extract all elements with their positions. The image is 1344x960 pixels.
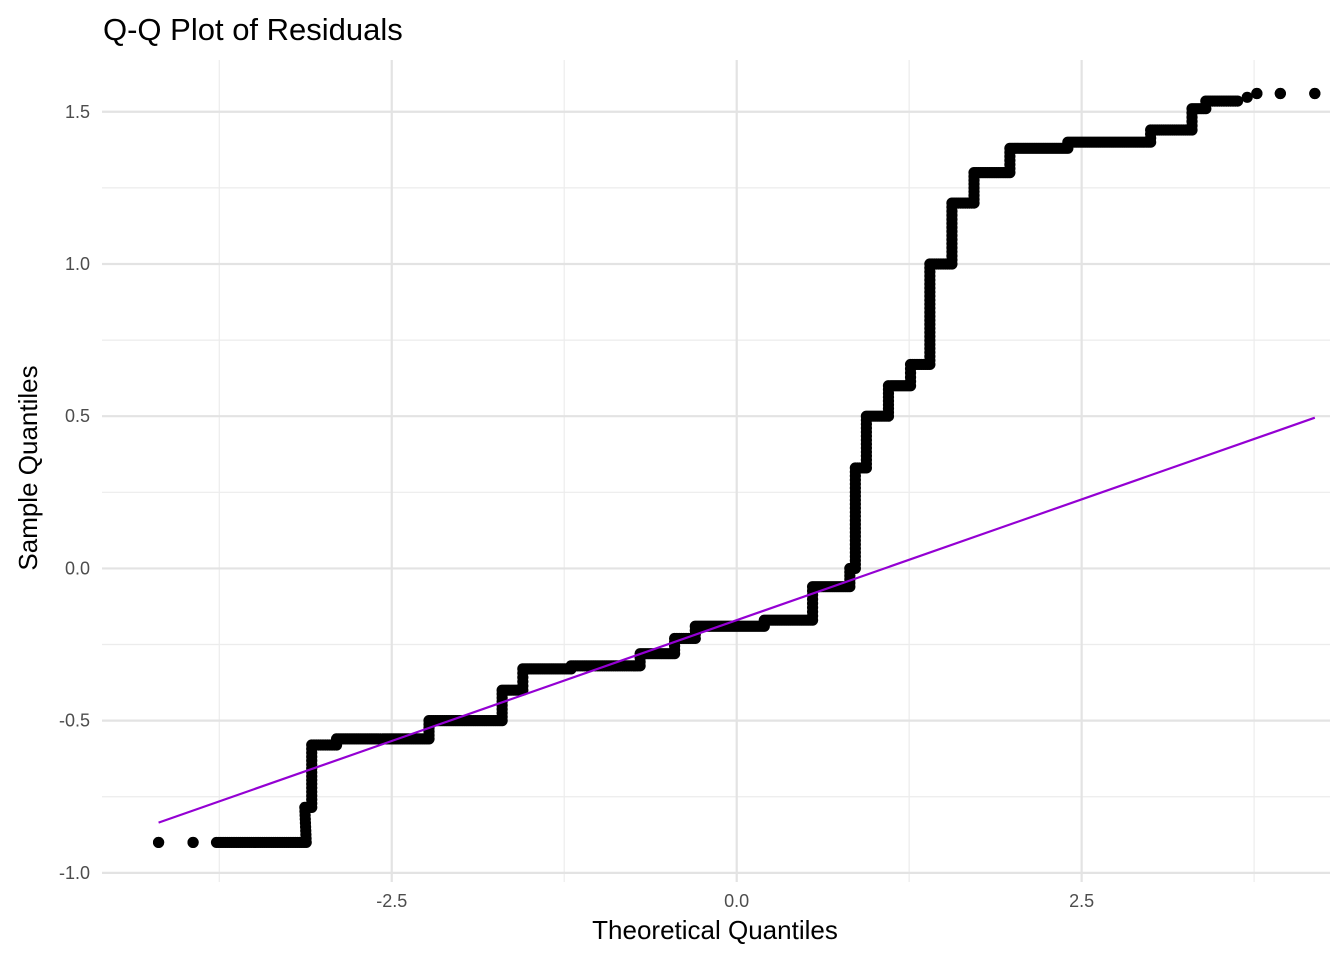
grid-major xyxy=(102,60,1330,882)
data-point xyxy=(758,617,770,629)
data-point xyxy=(849,466,861,478)
data-point xyxy=(306,743,318,755)
data-point xyxy=(517,667,529,679)
data-point xyxy=(1186,107,1198,119)
y-tick-label: 1.5 xyxy=(65,102,90,122)
x-axis-title: Theoretical Quantiles xyxy=(592,915,838,945)
reference-line-group xyxy=(158,416,1316,824)
data-point xyxy=(1309,87,1321,100)
y-tick-label: 1.0 xyxy=(65,254,90,274)
y-tick-label: -0.5 xyxy=(59,711,90,731)
x-tick-label: -2.5 xyxy=(376,891,407,911)
data-point xyxy=(1062,139,1074,151)
grid-minor xyxy=(102,60,1330,882)
y-tick-label: -1.0 xyxy=(59,863,90,883)
data-point xyxy=(496,688,508,700)
data-point xyxy=(1200,99,1212,111)
data-point xyxy=(968,170,980,183)
data-point xyxy=(187,836,199,849)
data-point xyxy=(860,414,873,426)
scatter-points xyxy=(152,87,1321,849)
data-point xyxy=(946,201,958,213)
x-axis-ticks: -2.5 0.0 2.5 xyxy=(376,891,1094,911)
y-tick-label: 0.0 xyxy=(65,558,90,578)
data-point xyxy=(1231,95,1244,107)
data-point xyxy=(904,363,917,375)
data-point xyxy=(1274,87,1286,100)
data-point xyxy=(1241,91,1253,103)
y-tick-label: 0.5 xyxy=(65,406,90,426)
y-axis-title: Sample Quantiles xyxy=(13,365,43,570)
data-point xyxy=(1145,128,1157,140)
data-point xyxy=(152,836,165,849)
x-tick-label: 2.5 xyxy=(1069,891,1094,911)
chart-title: Q-Q Plot of Residuals xyxy=(103,12,403,47)
data-point xyxy=(1251,87,1263,100)
data-point xyxy=(882,383,895,396)
data-point xyxy=(1004,146,1016,158)
data-point xyxy=(299,805,311,817)
reference-line xyxy=(158,416,1316,824)
data-point xyxy=(924,262,936,274)
y-axis-ticks: -1.0 -0.5 0.0 0.5 1.0 1.5 xyxy=(59,102,90,883)
data-point xyxy=(330,736,343,748)
x-tick-label: 0.0 xyxy=(724,891,749,911)
